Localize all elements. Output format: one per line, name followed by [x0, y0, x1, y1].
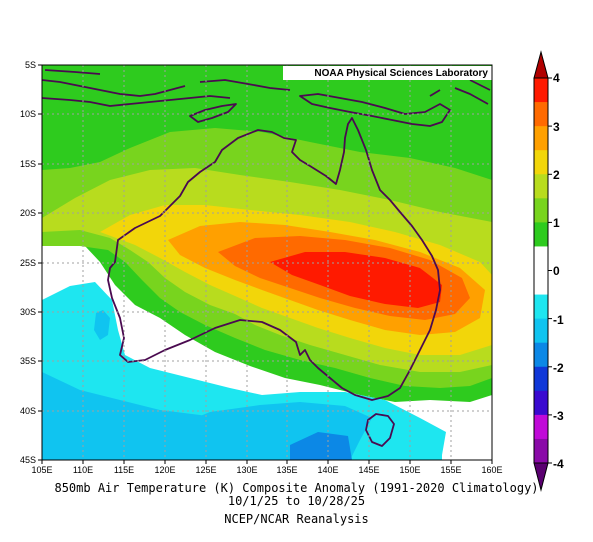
lon-label-150e: 150E	[399, 465, 420, 475]
colorbar-label-minus2: -2	[553, 361, 564, 375]
lon-label-125e: 125E	[195, 465, 216, 475]
colorbar-cell-plus05	[534, 222, 548, 247]
colorbar-cell-minus3	[534, 414, 548, 440]
colorbar-cell-zero	[534, 270, 548, 296]
lat-label-20s: 20S	[20, 208, 36, 218]
colorbar-cell-minus35	[534, 438, 548, 464]
lab-label-box	[283, 66, 492, 80]
lon-label-135e: 135E	[276, 465, 297, 475]
colorbar-top-arrow	[533, 50, 549, 79]
lon-label-120e: 120E	[154, 465, 175, 475]
lat-label-45s: 45S	[20, 455, 36, 465]
caption-title: 850mb Air Temperature (K) Composite Anom…	[54, 481, 539, 495]
lon-label-160e: 160E	[481, 465, 502, 475]
colorbar-cell-plus15	[534, 174, 548, 199]
caption-source: NCEP/NCAR Reanalysis	[224, 512, 369, 526]
colorbar-label-minus1: -1	[553, 313, 564, 327]
lat-tick-labels: 5S 10S 15S 20S 25S 30S 35S 40S 45S	[20, 60, 36, 465]
colorbar-cell-zero	[534, 246, 548, 271]
colorbar: 4 3 2 1 0 -1 -2 -3 -4	[533, 50, 564, 492]
colorbar-cell-minus15	[534, 342, 548, 368]
colorbar-cell-minus1	[534, 318, 548, 344]
lon-label-110e: 110E	[73, 465, 93, 475]
colorbar-tick-labels: 4 3 2 1 0 -1 -2 -3 -4	[553, 71, 564, 471]
colorbar-cell-minus2	[534, 366, 548, 392]
lon-tick-labels: 105E 110E 115E 120E 125E 130E 135E 140E …	[31, 465, 502, 475]
colorbar-label-minus3: -3	[553, 409, 564, 423]
colorbar-label-1: 1	[553, 216, 560, 230]
lon-label-140e: 140E	[317, 465, 338, 475]
lat-label-15s: 15S	[20, 159, 36, 169]
colorbar-cell-plus35	[534, 78, 548, 103]
colorbar-cells	[533, 77, 552, 464]
colorbar-cell-minus25	[534, 390, 548, 416]
timor-coastline	[189, 103, 237, 123]
colorbar-label-minus4: -4	[553, 457, 564, 471]
colorbar-label-3: 3	[553, 120, 560, 134]
tasmania-coastline	[365, 413, 395, 447]
lon-label-115e: 115E	[114, 465, 134, 475]
lat-label-5s: 5S	[25, 60, 36, 70]
colorbar-cell-plus1	[534, 198, 548, 223]
colorbar-cell-plus2	[534, 150, 548, 175]
australia-coastline	[107, 117, 441, 401]
band-plus35	[270, 252, 442, 308]
lon-ticks	[41, 460, 493, 464]
lon-label-130e: 130E	[236, 465, 257, 475]
island-arcs-east	[429, 79, 491, 105]
lat-label-40s: 40S	[20, 406, 36, 416]
colorbar-cell-minus05	[534, 294, 548, 320]
band-minus1-west	[94, 310, 110, 340]
lab-label: NOAA Physical Sciences Laboratory	[314, 68, 488, 79]
colorbar-cell-plus3	[534, 102, 548, 127]
lat-label-30s: 30S	[20, 307, 36, 317]
new-guinea-coastline	[299, 93, 451, 127]
lat-label-25s: 25S	[20, 258, 36, 268]
colorbar-label-0: 0	[553, 264, 560, 278]
colorbar-label-4: 4	[553, 71, 560, 85]
gridlines	[42, 65, 492, 460]
indonesia-coastline-islands	[42, 69, 291, 107]
lat-ticks	[38, 64, 42, 461]
lon-label-145e: 145E	[358, 465, 379, 475]
caption-date-range: 10/1/25 to 10/28/25	[227, 494, 366, 508]
lat-label-35s: 35S	[20, 356, 36, 366]
colorbar-cell-plus25	[534, 126, 548, 151]
lon-label-105e: 105E	[31, 465, 52, 475]
lat-label-10s: 10S	[20, 109, 36, 119]
colorbar-label-2: 2	[553, 168, 560, 182]
band-minus15	[290, 432, 352, 460]
lon-label-155e: 155E	[440, 465, 461, 475]
